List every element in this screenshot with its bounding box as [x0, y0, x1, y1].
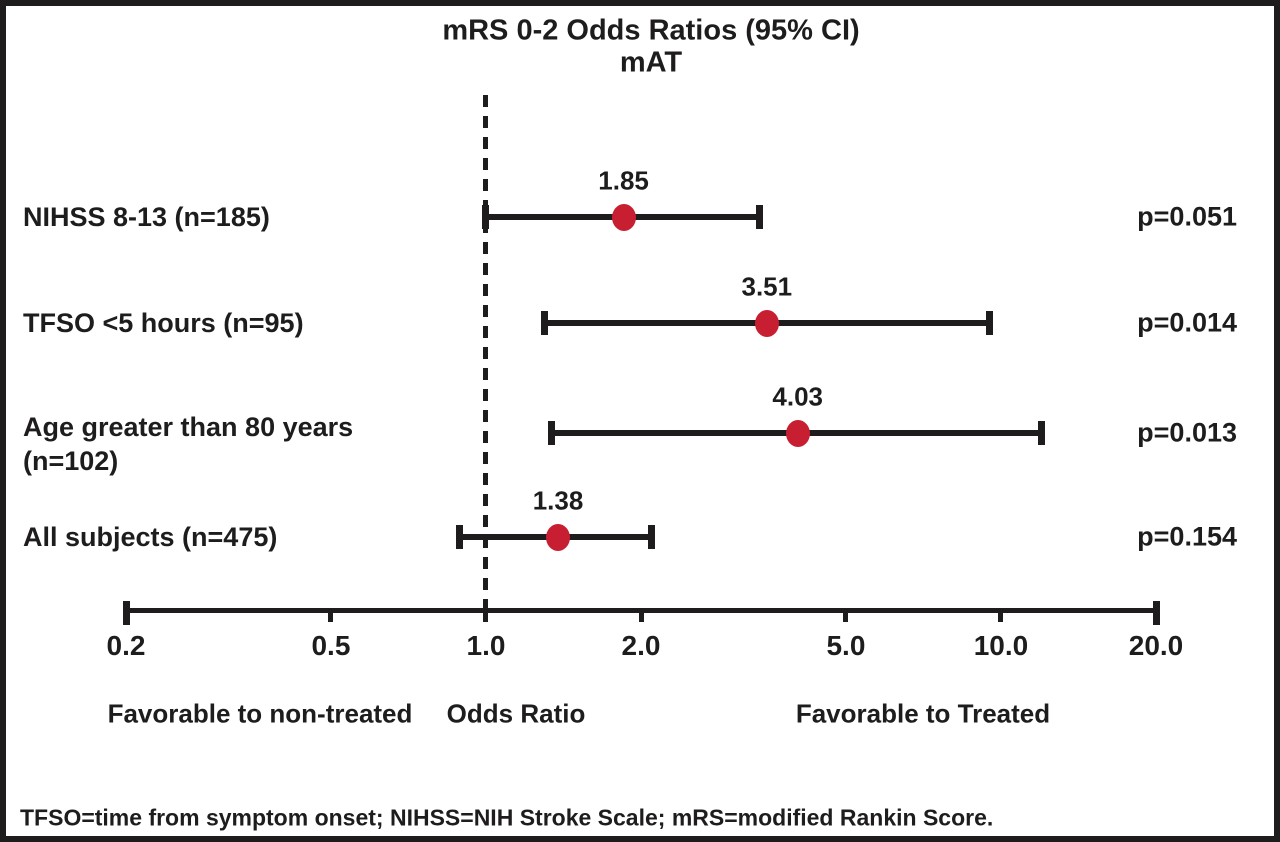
axis-tick	[483, 608, 489, 622]
estimate-value: 1.38	[532, 485, 584, 516]
estimate-value: 1.85	[598, 165, 649, 196]
forest-plot: 0.2 0.5 1.0 2.0 5.0 10.0 20.0 NIHSS 8-13 (n=185…	[6, 6, 1274, 836]
p-value: p=0.154	[1137, 521, 1237, 552]
row-label: All subjects (n=475)	[23, 522, 278, 552]
ci-cap-high	[985, 311, 993, 335]
ci-cap-high	[1038, 421, 1046, 445]
axis-tick	[998, 608, 1004, 622]
footnote: TFSO=time from symptom onset; NIHSS=NIH …	[20, 804, 994, 831]
ci-cap-low	[482, 205, 490, 229]
estimate-value: 3.51	[741, 271, 793, 302]
favorable-non-treated-label: Favorable to non-treated	[107, 698, 413, 729]
axis-tick-label: 1.0	[466, 630, 506, 661]
axis-tick-label: 2.0	[621, 630, 661, 661]
ci-cap-high	[756, 205, 764, 229]
odds-ratio-axis-label: Odds Ratio	[446, 698, 586, 729]
ci-cap-high	[648, 525, 656, 549]
axis-tick	[122, 601, 130, 625]
point-estimate-dot	[546, 523, 570, 551]
axis-tick-label: 0.5	[311, 630, 351, 661]
chart-subtitle: mAT	[619, 46, 683, 79]
row-label: Age greater than 80 years (n=102)	[23, 412, 354, 476]
axis-tick	[1152, 601, 1160, 625]
reference-line	[483, 95, 489, 610]
axis-tick-label: 20.0	[1128, 630, 1184, 661]
p-value: p=0.013	[1137, 417, 1237, 448]
axis-tick-label: 5.0	[826, 630, 866, 661]
chart-title: mRS 0-2 Odds Ratios (95% CI)	[442, 14, 860, 47]
axis-tick	[843, 608, 849, 622]
axis-tick-label: 10.0	[973, 630, 1029, 661]
ci-cap-low	[547, 421, 555, 445]
ci-cap-low	[541, 311, 549, 335]
axis-tick-label: 0.2	[106, 630, 146, 661]
p-value: p=0.051	[1137, 201, 1237, 232]
estimate-value: 4.03	[772, 381, 823, 412]
point-estimate-dot	[611, 203, 636, 231]
ci-cap-low	[456, 525, 464, 549]
point-estimate-dot	[785, 419, 810, 447]
row-label: TFSO <5 hours (n=95)	[23, 308, 304, 338]
favorable-treated-label: Favorable to Treated	[795, 698, 1051, 729]
point-estimate-dot	[754, 309, 779, 337]
row-label: NIHSS 8-13 (n=185)	[23, 202, 270, 232]
axis-tick	[328, 608, 334, 622]
p-value: p=0.014	[1137, 307, 1237, 338]
axis-tick	[638, 608, 644, 622]
